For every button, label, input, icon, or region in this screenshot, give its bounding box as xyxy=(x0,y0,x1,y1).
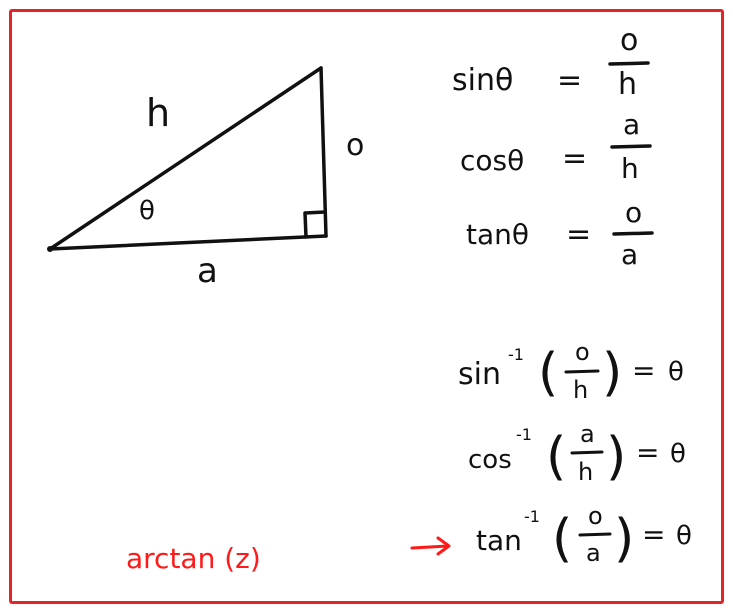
hypotenuse-label: h xyxy=(146,91,170,135)
inverse-superscript: -1 xyxy=(516,425,532,444)
fraction-denominator: a xyxy=(621,238,638,271)
equals-sign: = xyxy=(636,436,659,469)
open-paren: ( xyxy=(546,427,566,487)
arctan-annotation: arctan (z) xyxy=(126,542,261,575)
inverse-tan: tan -1 ( o a ) = θ xyxy=(476,502,692,569)
angle-label: θ xyxy=(139,196,155,226)
fraction-denominator: h xyxy=(573,376,588,404)
equals-sign: = xyxy=(566,217,591,252)
opposite-side-line xyxy=(319,66,328,238)
fraction-denominator: h xyxy=(618,67,637,102)
fraction-bar xyxy=(610,144,652,149)
fraction-bar xyxy=(608,61,650,66)
fraction-bar xyxy=(612,231,654,236)
equals-sign: = xyxy=(632,354,655,387)
equals-sign: = xyxy=(562,141,587,176)
right-triangle xyxy=(48,66,328,251)
fraction-numerator: o xyxy=(620,23,638,58)
fraction-numerator: a xyxy=(623,108,640,141)
open-paren: ( xyxy=(552,509,572,569)
fraction-denominator: h xyxy=(578,458,593,486)
equation-cos: cosθ = a h xyxy=(460,108,652,185)
equation-lhs: tanθ xyxy=(466,218,529,251)
inverse-result: θ xyxy=(668,357,684,387)
close-paren: ) xyxy=(614,509,634,569)
adjacent-label: a xyxy=(197,251,218,291)
fraction-bar xyxy=(578,532,612,537)
equals-sign: = xyxy=(557,63,582,98)
whiteboard-frame xyxy=(9,9,724,604)
close-paren: ) xyxy=(606,427,626,487)
close-paren: ) xyxy=(602,343,622,403)
inverse-superscript: -1 xyxy=(524,507,540,526)
right-angle-marker xyxy=(303,210,327,239)
fraction-numerator: o xyxy=(625,196,642,229)
equation-lhs: sinθ xyxy=(452,63,513,98)
equation-tan: tanθ = o a xyxy=(466,196,654,271)
inverse-function: sin xyxy=(458,357,501,392)
vertex-dot xyxy=(47,246,53,252)
inverse-result: θ xyxy=(676,521,692,551)
fraction-numerator: o xyxy=(588,502,603,530)
hypotenuse-line xyxy=(48,66,323,251)
opposite-label: o xyxy=(346,128,364,163)
inverse-result: θ xyxy=(670,439,686,469)
fraction-bar xyxy=(564,369,600,374)
equals-sign: = xyxy=(642,518,665,551)
fraction-bar xyxy=(570,450,604,455)
equation-lhs: cosθ xyxy=(460,144,524,177)
inverse-superscript: -1 xyxy=(508,345,524,364)
fraction-numerator: o xyxy=(575,338,590,366)
inverse-function: tan xyxy=(476,524,522,557)
arrow-icon xyxy=(410,536,451,556)
equation-sin: sinθ = o h xyxy=(452,23,650,102)
fraction-denominator: h xyxy=(621,152,639,185)
inverse-sin: sin -1 ( o h ) = θ xyxy=(458,338,684,404)
open-paren: ( xyxy=(538,343,558,403)
fraction-denominator: a xyxy=(586,539,601,567)
inverse-function: cos xyxy=(468,445,512,475)
fraction-numerator: a xyxy=(580,420,595,448)
adjacent-side-line xyxy=(48,234,328,251)
inverse-cos: cos -1 ( a h ) = θ xyxy=(468,420,686,487)
